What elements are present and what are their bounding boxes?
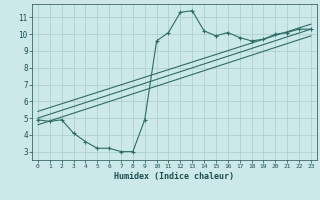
X-axis label: Humidex (Indice chaleur): Humidex (Indice chaleur) [115,172,234,181]
